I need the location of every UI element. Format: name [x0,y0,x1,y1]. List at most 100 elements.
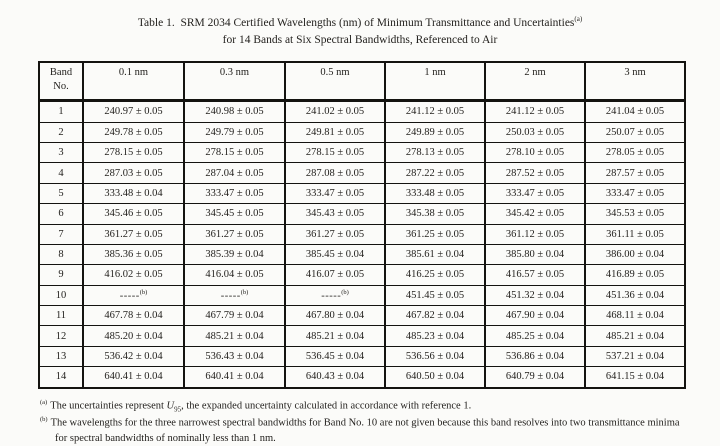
column-header-3nm: 3 nm [584,61,686,103]
wavelength-cell: -----(b) [183,284,286,307]
wavelength-cell: 278.15 ± 0.05 [284,141,386,164]
band-number-cell: 12 [38,325,84,347]
wavelength-cell: 249.78 ± 0.05 [82,121,185,143]
wavelength-cell: 451.36 ± 0.04 [584,284,686,307]
wavelength-cell: 249.79 ± 0.05 [183,121,286,143]
wavelength-cell: 241.12 ± 0.05 [484,100,586,123]
wavelength-cell: 451.32 ± 0.04 [484,284,586,307]
table-row: 5 333.48 ± 0.04 333.47 ± 0.05 333.47 ± 0.05… [38,182,686,205]
title-line1-text: Table 1. SRM 2034 Certified Wavelengths … [137,16,575,29]
u95-subscript: 95 [174,405,182,414]
table-row: 10 -----(b) -----(b) -----(b) 451.45 ± 0.05 4… [38,284,686,307]
wavelength-cell: 385.61 ± 0.04 [384,243,486,266]
wavelength-cell: 240.98 ± 0.05 [183,100,286,123]
wavelength-cell: 536.43 ± 0.04 [183,345,286,368]
wavelength-cell: 536.56 ± 0.04 [384,345,486,368]
wavelength-cell: 640.41 ± 0.04 [82,366,185,389]
wavelength-cell: 361.27 ± 0.05 [82,223,185,245]
wavelength-cell: 345.43 ± 0.05 [284,203,386,225]
wavelength-cell: 536.45 ± 0.04 [284,345,386,368]
wavelength-cell: 249.81 ± 0.05 [284,121,386,143]
table-row: 11 467.78 ± 0.04 467.79 ± 0.04 467.80 ± 0.0… [38,305,686,327]
table-row: 12 485.20 ± 0.04 485.21 ± 0.04 485.21 ± 0.0… [38,325,686,347]
wavelength-cell: 385.39 ± 0.04 [183,243,286,266]
wavelength-cell: 537.21 ± 0.04 [584,345,686,368]
wavelength-cell: 240.97 ± 0.05 [82,100,185,123]
wavelength-cell: 485.23 ± 0.04 [384,325,486,347]
wavelength-cell: 640.41 ± 0.04 [183,366,286,389]
table-row: 8 385.36 ± 0.05 385.39 ± 0.04 385.45 ± 0.04… [38,243,686,266]
wavelength-cell: 345.53 ± 0.05 [584,203,686,225]
wavelength-cell: 361.27 ± 0.05 [284,223,386,245]
table-row: 14 640.41 ± 0.04 640.41 ± 0.04 640.43 ± 0.0… [38,366,686,389]
wavelength-cell: 485.21 ± 0.04 [183,325,286,347]
wavelength-cell: 250.07 ± 0.05 [584,121,686,143]
wavelength-cell: 345.45 ± 0.05 [183,203,286,225]
wavelength-cell: 485.21 ± 0.04 [584,325,686,347]
not-given-dashes: ----- [119,290,140,302]
wavelength-cell: 385.80 ± 0.04 [484,243,586,266]
table-row: 1 240.97 ± 0.05 240.98 ± 0.05 241.02 ± 0.05… [38,100,686,123]
table-body: 1 240.97 ± 0.05 240.98 ± 0.05 241.02 ± 0.05… [38,100,686,389]
wavelength-cell: -----(b) [82,284,185,307]
band-number-cell: 2 [38,121,84,143]
wavelength-cell: 278.13 ± 0.05 [384,141,486,164]
band-number-cell: 7 [38,223,84,245]
wavelength-cell: 467.78 ± 0.04 [82,305,185,327]
footnotes: (a) The uncertainties represent U95, the … [40,398,690,446]
wavelength-cell: 361.11 ± 0.05 [584,223,686,245]
table-header-row: Band No. 0.1 nm 0.3 nm 0.5 nm 1 nm 2 nm … [38,61,686,103]
wavelength-cell: 536.86 ± 0.04 [484,345,586,368]
band-number-cell: 14 [38,366,84,389]
title-line2: for 14 Bands at Six Spectral Bandwidths,… [222,33,498,46]
band-number-cell: 13 [38,345,84,368]
wavelength-cell: 361.25 ± 0.05 [384,223,486,245]
band-header-line2: No. [53,81,69,93]
column-header-2nm: 2 nm [484,61,586,103]
footnote-b-text: The wavelengths for the three narrowest … [50,417,680,444]
wavelength-table: Band No. 0.1 nm 0.3 nm 0.5 nm 1 nm 2 nm … [38,61,686,389]
wavelength-cell: 451.45 ± 0.05 [384,284,486,307]
wavelength-cell: 287.03 ± 0.05 [82,162,185,184]
footnote-a: (a) The uncertainties represent U95, the … [40,398,690,416]
wavelength-cell: 361.12 ± 0.05 [484,223,586,245]
band-number-cell: 9 [38,264,84,286]
band-number-cell: 3 [38,141,84,164]
wavelength-cell: 241.02 ± 0.05 [284,100,386,123]
wavelength-cell: 467.80 ± 0.04 [284,305,386,327]
band-number-cell: 6 [38,203,84,225]
column-header-0p5nm: 0.5 nm [284,61,386,103]
wavelength-cell: 640.50 ± 0.04 [384,366,486,389]
wavelength-cell: 485.20 ± 0.04 [82,325,185,347]
footnote-b-marker: (b) [40,416,48,424]
wavelength-cell: 345.38 ± 0.05 [384,203,486,225]
wavelength-cell: 640.43 ± 0.04 [284,366,386,389]
wavelength-cell: 278.15 ± 0.05 [183,141,286,164]
wavelength-cell: 333.48 ± 0.05 [384,182,486,205]
footnote-a-reference: (a) [574,15,583,23]
footnote-a-marker: (a) [40,398,48,406]
wavelength-cell: 485.25 ± 0.04 [484,325,586,347]
wavelength-cell: 416.25 ± 0.05 [384,264,486,286]
wavelength-cell: 287.52 ± 0.05 [484,162,586,184]
footnote-a-text: The uncertainties represent [50,400,167,412]
table-row: 7 361.27 ± 0.05 361.27 ± 0.05 361.27 ± 0.05… [38,223,686,245]
wavelength-cell: 467.79 ± 0.04 [183,305,286,327]
band-number-cell: 11 [38,305,84,327]
wavelength-cell: 536.42 ± 0.04 [82,345,185,368]
wavelength-cell: 333.47 ± 0.05 [584,182,686,205]
wavelength-cell: 241.12 ± 0.05 [384,100,486,123]
wavelength-cell: 468.11 ± 0.04 [584,305,686,327]
wavelength-cell: 333.48 ± 0.04 [82,182,185,205]
wavelength-cell: 287.04 ± 0.05 [183,162,286,184]
wavelength-cell: 333.47 ± 0.05 [484,182,586,205]
table-row: 13 536.42 ± 0.04 536.43 ± 0.04 536.45 ± 0.0… [38,345,686,368]
wavelength-cell: 249.89 ± 0.05 [384,121,486,143]
table-row: 6 345.46 ± 0.05 345.45 ± 0.05 345.43 ± 0.05… [38,203,686,225]
wavelength-cell: 287.08 ± 0.05 [284,162,386,184]
band-number-cell: 1 [38,100,84,123]
not-given-dashes: ----- [321,290,342,302]
wavelength-cell: 241.04 ± 0.05 [584,100,686,123]
band-header-line1: Band [49,67,73,79]
